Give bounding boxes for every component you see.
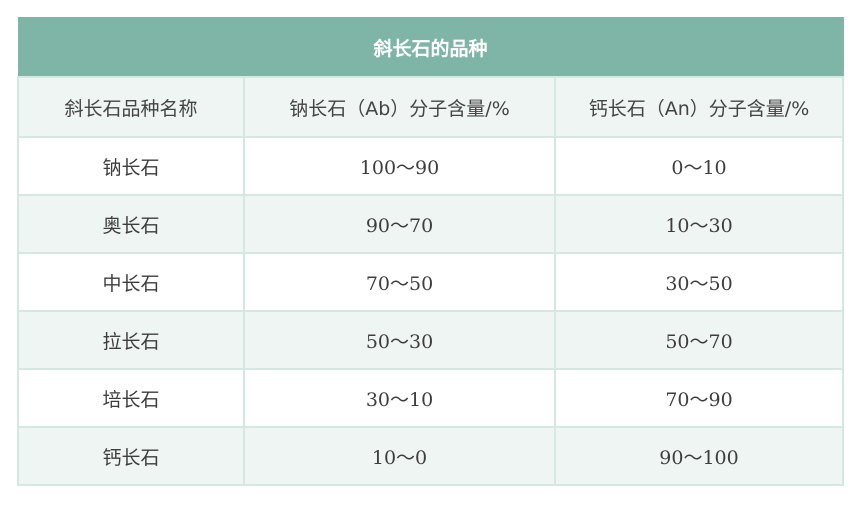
albite-content-cell: 100～90 (243, 136, 556, 196)
header-anorthite-content: 钙长石（An）分子含量/% (553, 76, 845, 138)
anorthite-content-cell: 30～50 (553, 252, 845, 312)
anorthite-content-cell: 50～70 (553, 310, 845, 370)
albite-content-cell: 70～50 (243, 252, 556, 312)
table-header-row: 斜长石品种名称 钠长石（Ab）分子含量/% 钙长石（An）分子含量/% (17, 76, 845, 138)
table-title-row: 斜长石的品种 (17, 17, 844, 78)
table-row: 中长石 70～50 30～50 (17, 252, 845, 312)
table-row: 钙长石 10～0 90～100 (17, 426, 845, 486)
albite-content-cell: 50～30 (243, 310, 556, 370)
albite-content-cell: 30～10 (243, 368, 556, 428)
table-title: 斜长石的品种 (17, 17, 844, 78)
plagioclase-table: 斜长石的品种 斜长石品种名称 钠长石（Ab）分子含量/% 钙长石（An）分子含量… (17, 17, 845, 486)
header-albite-content: 钠长石（Ab）分子含量/% (243, 76, 556, 138)
variety-name-cell: 中长石 (17, 252, 245, 312)
anorthite-content-cell: 10～30 (553, 194, 845, 254)
anorthite-content-cell: 0～10 (553, 136, 845, 196)
anorthite-content-cell: 70～90 (553, 368, 845, 428)
variety-name-cell: 钠长石 (17, 136, 245, 196)
variety-name-cell: 钙长石 (17, 426, 245, 486)
table-row: 奥长石 90～70 10～30 (17, 194, 845, 254)
albite-content-cell: 90～70 (243, 194, 556, 254)
table-row: 钠长石 100～90 0～10 (17, 136, 845, 196)
table-row: 拉长石 50～30 50～70 (17, 310, 845, 370)
anorthite-content-cell: 90～100 (553, 426, 845, 486)
table-row: 培长石 30～10 70～90 (17, 368, 845, 428)
variety-name-cell: 奥长石 (17, 194, 245, 254)
albite-content-cell: 10～0 (243, 426, 556, 486)
variety-name-cell: 培长石 (17, 368, 245, 428)
variety-name-cell: 拉长石 (17, 310, 245, 370)
header-variety-name: 斜长石品种名称 (17, 76, 245, 138)
